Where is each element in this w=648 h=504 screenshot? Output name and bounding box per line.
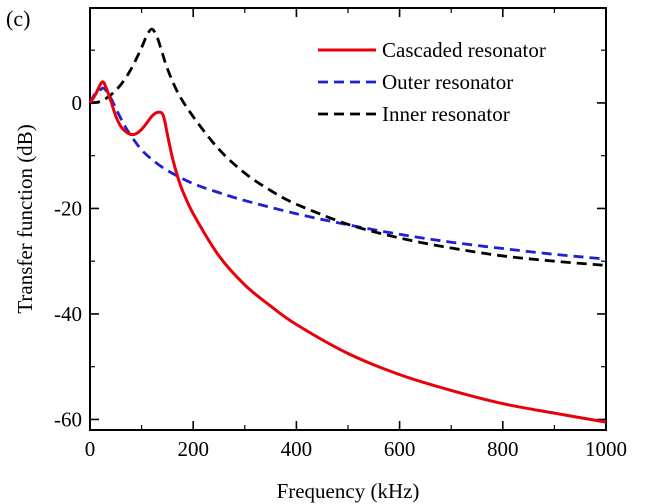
x-tick-label: 800 — [487, 437, 519, 461]
inner-resonator-line — [89, 27, 607, 267]
x-axis-label: Frequency (kHz) — [277, 479, 420, 503]
y-tick-label: -60 — [54, 407, 82, 431]
legend-label-cascaded-resonator: Cascaded resonator — [382, 38, 546, 62]
y-tick-label: -40 — [54, 302, 82, 326]
legend: Cascaded resonator Outer resonator Inner r… — [318, 38, 546, 126]
x-tick-label: 1000 — [585, 437, 627, 461]
x-tick-label: 400 — [281, 437, 313, 461]
cascaded-resonator-line — [88, 80, 607, 424]
y-tick-label: -20 — [54, 196, 82, 220]
axis-ticks: 0 200 400 600 800 1000 0 -20 -40 -60 — [54, 8, 627, 461]
x-tick-label: 0 — [85, 437, 96, 461]
y-axis-label: Transfer function (dB) — [13, 124, 37, 313]
x-tick-label: 600 — [384, 437, 416, 461]
legend-label-outer-resonator: Outer resonator — [382, 70, 513, 94]
y-tick-label: 0 — [72, 91, 83, 115]
legend-label-inner-resonator: Inner resonator — [382, 102, 510, 126]
panel-label: (c) — [6, 6, 31, 31]
x-tick-label: 200 — [177, 437, 209, 461]
outer-resonator-line — [88, 86, 607, 261]
series-layer — [88, 27, 607, 424]
